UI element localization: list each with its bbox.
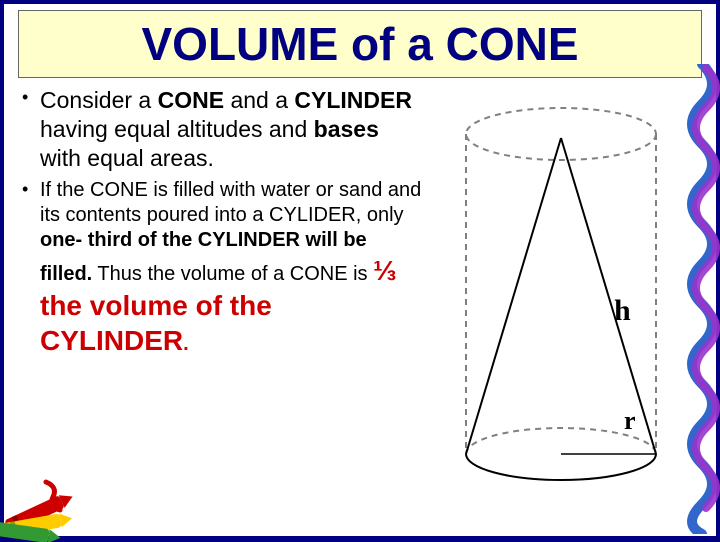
b2-t1: If the CONE is filled with water or sand… [40, 179, 421, 226]
b1-t5: having equal altitudes and [40, 116, 314, 142]
r-label: r [624, 406, 636, 436]
b2-t5: . [183, 333, 189, 355]
crayons-icon [0, 452, 88, 542]
bullet-2: • If the CONE is filled with water or sa… [22, 178, 422, 358]
bullet-dot: • [22, 86, 40, 172]
page-title: VOLUME of a CONE [141, 17, 578, 71]
slide: VOLUME of a CONE • Consider a CONE and a… [4, 4, 716, 536]
crayon-squiggle-icon [682, 64, 720, 534]
bullet-dot: • [22, 178, 40, 358]
b1-t2: CONE [158, 87, 224, 113]
b1-t3: and a [224, 87, 294, 113]
bullet-1: • Consider a CONE and a CYLINDER having … [22, 86, 422, 172]
bullet-1-content: Consider a CONE and a CYLINDER having eq… [40, 86, 422, 172]
h-label: h [614, 294, 631, 328]
b2-t3: Thus the volume of a CONE is [92, 263, 373, 285]
b1-t1: Consider a [40, 87, 158, 113]
b1-t7: with equal areas. [40, 145, 214, 171]
b1-t6: bases [314, 116, 379, 142]
cone-cylinder-diagram: h r [436, 94, 686, 514]
b1-t4: CYLINDER [294, 87, 412, 113]
title-box: VOLUME of a CONE [18, 10, 702, 78]
diagram-svg [436, 94, 686, 514]
bullet-2-content: If the CONE is filled with water or sand… [40, 178, 422, 358]
body-text: • Consider a CONE and a CYLINDER having … [22, 86, 422, 364]
